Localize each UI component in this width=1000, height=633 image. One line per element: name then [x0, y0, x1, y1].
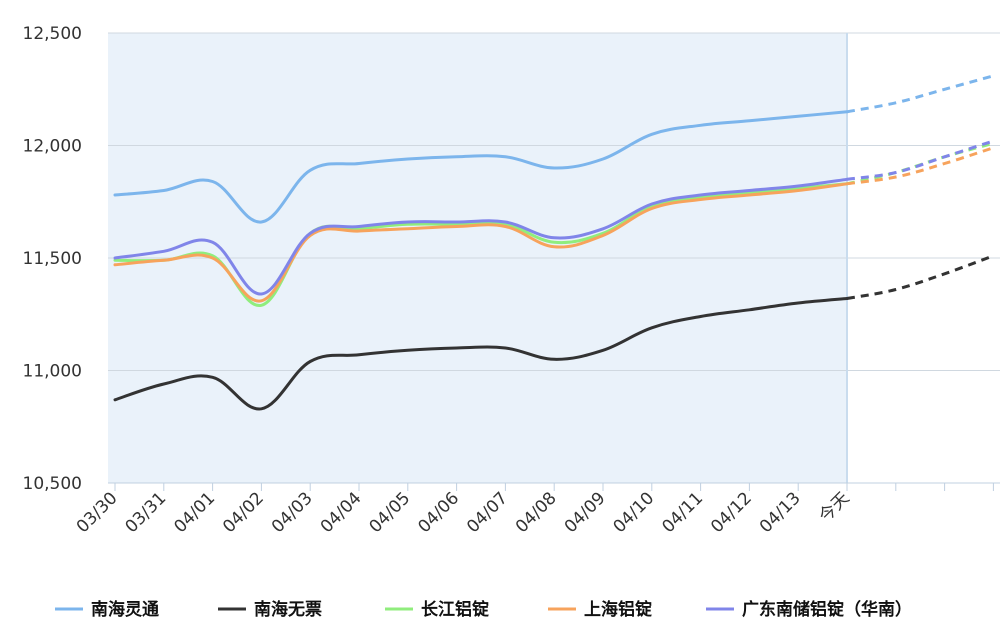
y-tick-label: 11,500	[23, 249, 82, 269]
legend-label-1[interactable]: 南海无票	[254, 599, 322, 620]
series-line-0[interactable]	[113, 110, 849, 224]
x-tick-label: 04/02	[219, 488, 268, 537]
y-tick-label: 11,000	[23, 362, 82, 382]
series-group	[113, 74, 994, 411]
legend-label-3[interactable]: 上海铝锭	[584, 599, 652, 620]
legend-label-0[interactable]: 南海灵通	[91, 599, 159, 620]
x-tick-label: 04/08	[512, 488, 561, 537]
x-tick-label: 03/30	[73, 488, 122, 537]
series-forecast-line-1[interactable]	[846, 254, 994, 300]
x-tick-label: 04/01	[170, 488, 219, 537]
series-forecast-line-0[interactable]	[846, 74, 994, 114]
y-tick-label: 12,000	[23, 137, 82, 157]
series-forecast-line-3[interactable]	[846, 146, 994, 186]
legend-label-2[interactable]: 长江铝锭	[421, 599, 489, 620]
y-axis-ticks: 12,500 12,000 11,500 11,000 10,500	[23, 24, 82, 494]
x-tick-label: 04/05	[366, 488, 415, 537]
x-tick-label: 04/13	[756, 488, 805, 537]
gridlines	[108, 32, 1000, 484]
series-line-3[interactable]	[113, 182, 849, 303]
x-tick-label: 04/10	[610, 488, 659, 537]
y-tick-label: 10,500	[23, 474, 82, 494]
x-tick-label: 04/07	[463, 488, 512, 537]
series-line-1[interactable]	[113, 297, 849, 411]
y-tick-label: 12,500	[23, 24, 82, 44]
legend-label-4[interactable]: 广东南储铝锭（华南）	[742, 599, 912, 620]
x-axis-ticks: 03/30 03/31 04/01 04/02 04/03 04/04 04/05 04/06…	[73, 483, 994, 537]
x-tick-label: 04/06	[414, 488, 463, 537]
series-line-4[interactable]	[113, 177, 849, 296]
x-tick-label: 03/31	[122, 488, 171, 537]
x-tick-label: 04/03	[268, 488, 317, 537]
x-tick-label: 04/12	[707, 488, 756, 537]
series-forecast-line-4[interactable]	[846, 139, 994, 181]
x-tick-label: 今天	[815, 488, 853, 526]
x-tick-label: 04/09	[561, 488, 610, 537]
x-tick-label: 04/04	[317, 488, 366, 537]
legend[interactable]: 南海灵通 南海无票 长江铝锭 上海铝锭 广东南储铝锭（华南）	[55, 599, 912, 620]
x-tick-label: 04/11	[658, 488, 707, 537]
